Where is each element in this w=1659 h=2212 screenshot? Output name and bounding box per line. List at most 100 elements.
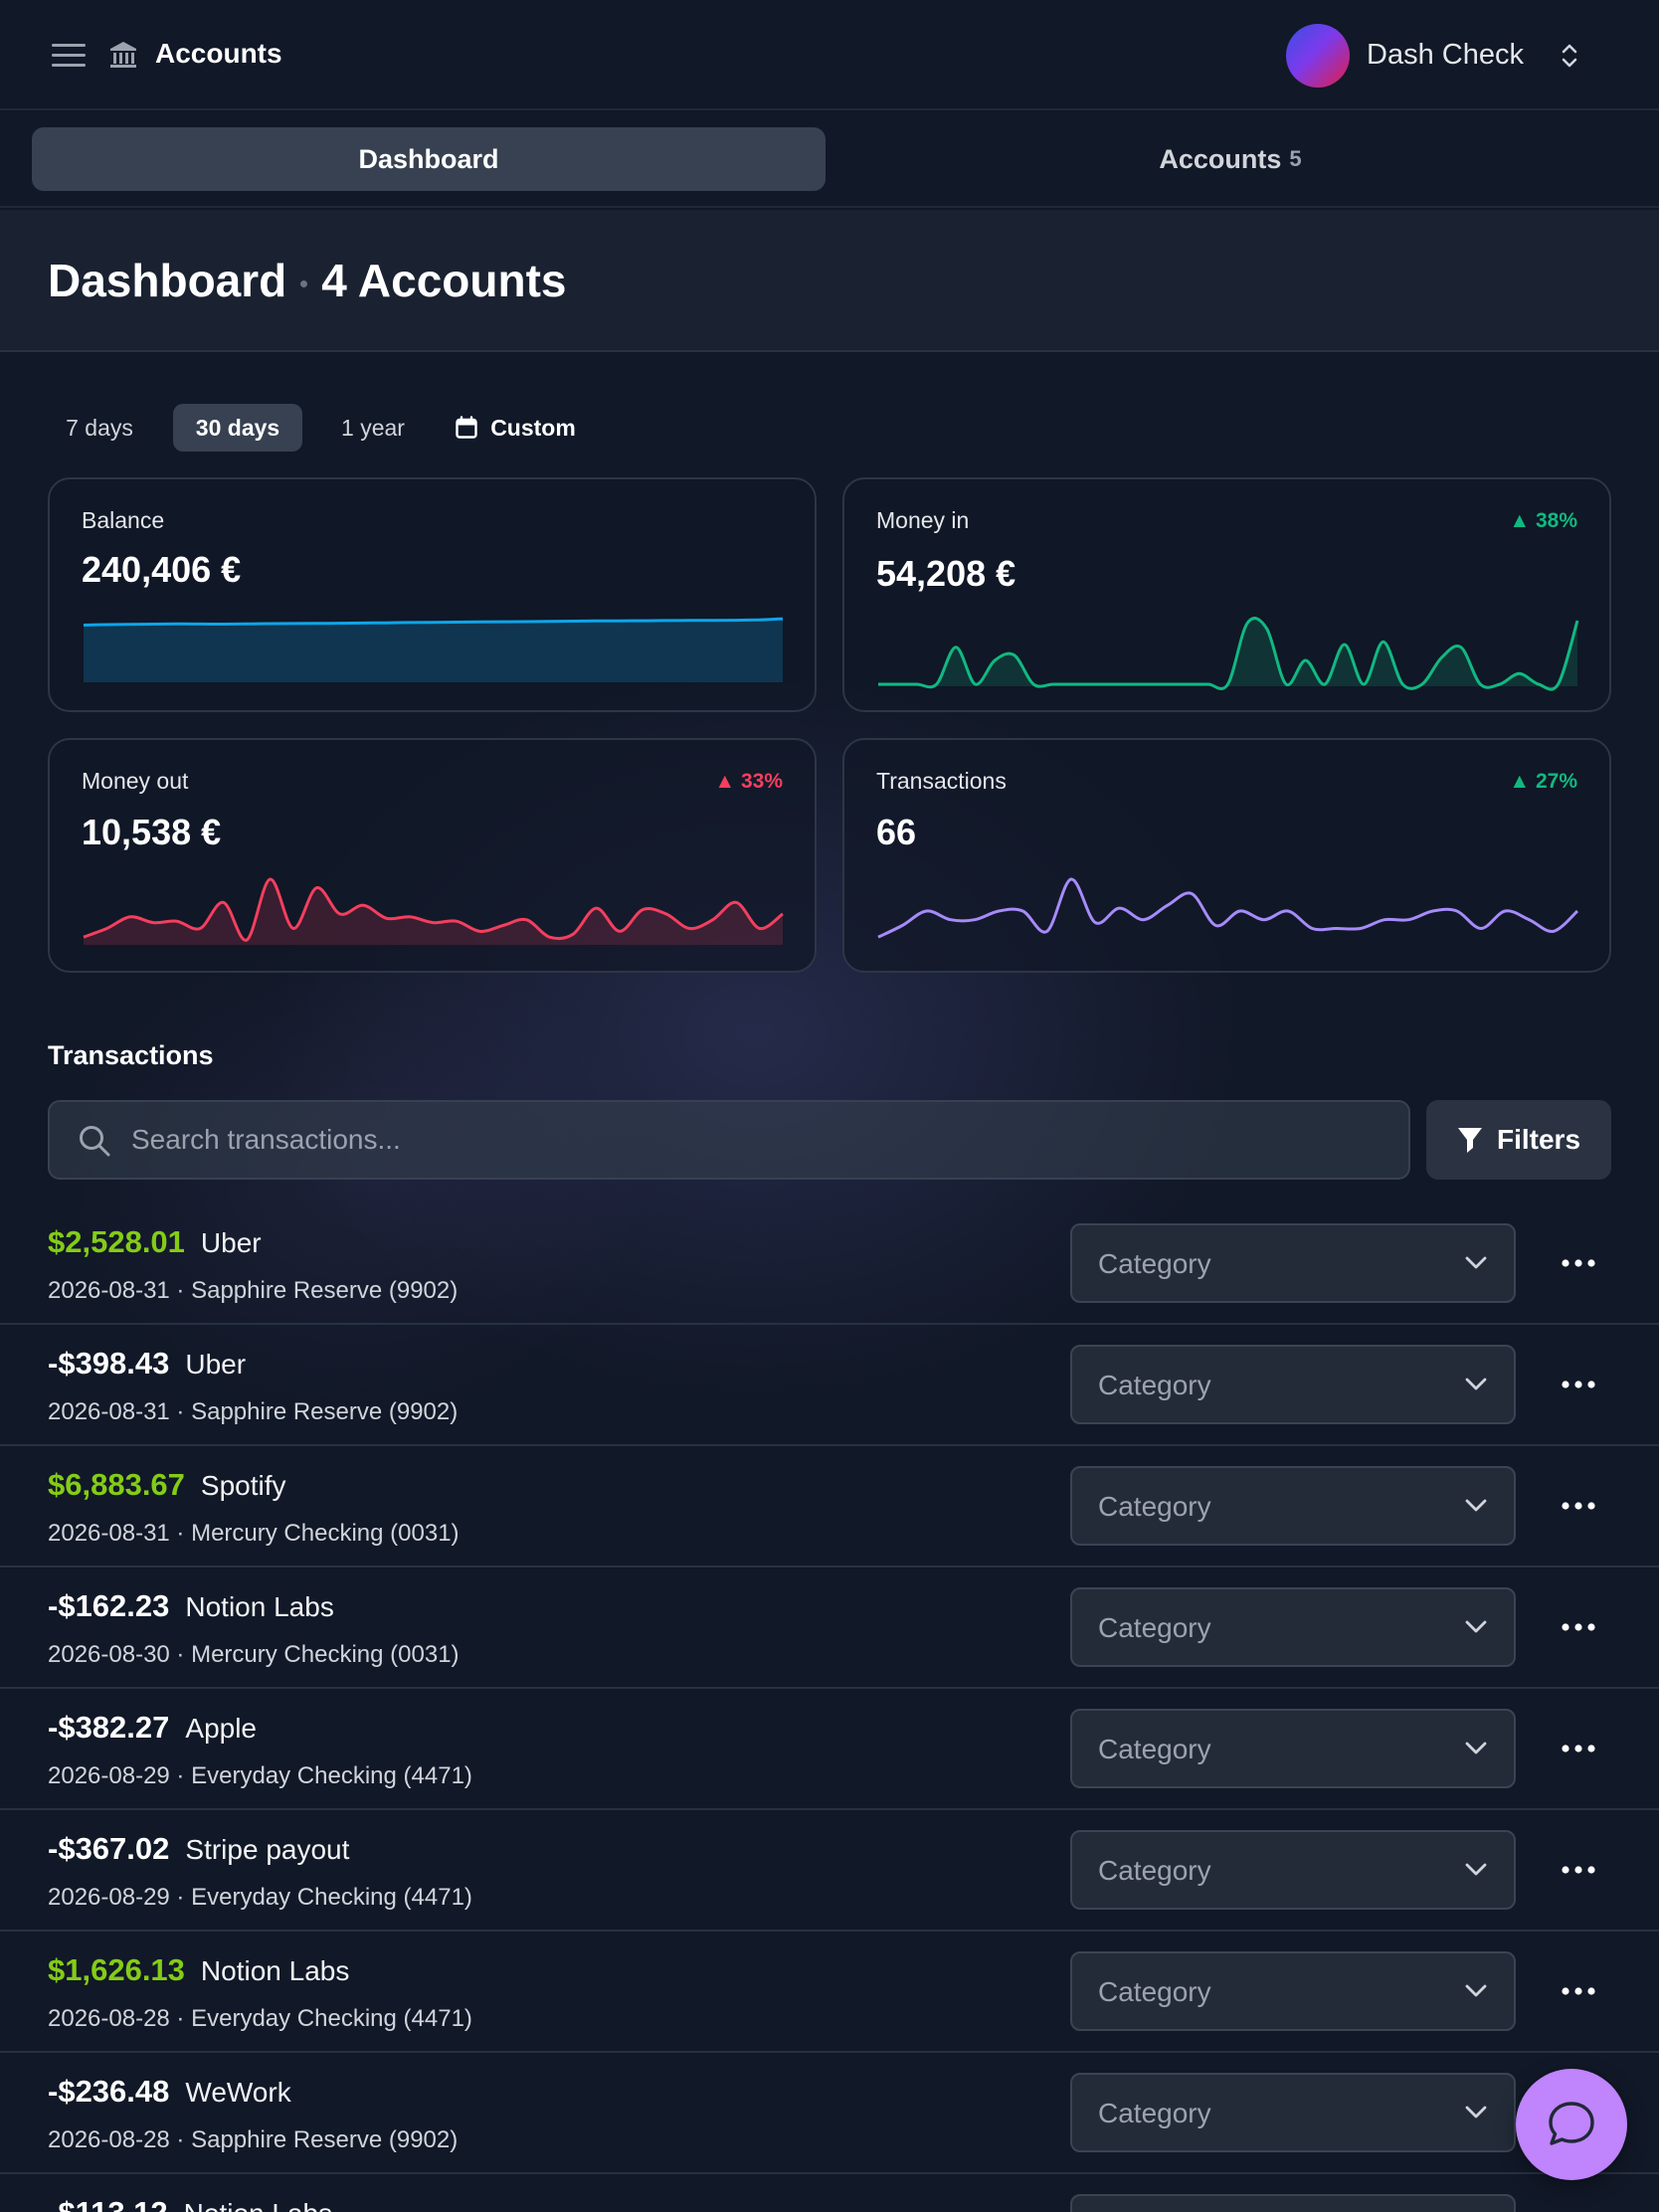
transaction-amount-line: -$113.12 Notion Labs <box>48 2195 332 2212</box>
delta-badge: ▲ 38% <box>1509 509 1577 532</box>
category-select[interactable]: Category <box>1070 1345 1516 1424</box>
more-options-icon[interactable] <box>1560 1249 1597 1277</box>
transaction-row[interactable]: -$162.23 Notion Labs 2026-08-30 · Mercury … <box>0 1567 1659 1689</box>
transaction-amount-line: $1,626.13 Notion Labs <box>48 1952 349 1988</box>
category-select-value: Category <box>1098 1976 1211 2007</box>
category-select[interactable]: Category <box>1070 1709 1516 1788</box>
delta-badge: ▲ 33% <box>714 770 783 793</box>
category-select[interactable]: Category <box>1070 1587 1516 1667</box>
tab-accounts-count: 5 <box>1289 146 1302 171</box>
tab-accounts[interactable]: Accounts 5 <box>833 127 1627 191</box>
transaction-amount-line: -$367.02 Stripe payout <box>48 1831 349 1867</box>
category-select[interactable]: Category <box>1070 2194 1516 2212</box>
more-options-icon[interactable] <box>1560 1856 1597 1884</box>
range-30-days[interactable]: 30 days <box>173 404 302 452</box>
transaction-merchant: WeWork <box>185 2077 291 2108</box>
chevron-down-icon <box>1465 1984 1487 1997</box>
transaction-merchant: Uber <box>185 1349 247 1380</box>
category-select[interactable]: Category <box>1070 1223 1516 1303</box>
avatar[interactable] <box>1286 24 1350 88</box>
category-select[interactable]: Category <box>1070 1830 1516 1910</box>
chat-bubble-icon <box>1549 2102 1594 2145</box>
category-select-value: Category <box>1098 1855 1211 1886</box>
tab-dashboard[interactable]: Dashboard <box>32 127 826 191</box>
transaction-row[interactable]: -$113.12 Notion Labs Category <box>0 2174 1659 2212</box>
page-title-accounts: 4 Accounts <box>321 255 567 306</box>
card-label: Balance <box>82 507 165 533</box>
category-select[interactable]: Category <box>1070 2073 1516 2152</box>
more-options-icon[interactable] <box>1560 1735 1597 1762</box>
range-1-year[interactable]: 1 year <box>341 414 405 441</box>
transaction-amount: -$367.02 <box>48 1831 170 1866</box>
transaction-amount-line: $2,528.01 Uber <box>48 1224 262 1260</box>
transaction-amount: -$113.12 <box>48 2195 168 2212</box>
sparkline-line <box>877 877 1579 939</box>
sparkline-area <box>84 878 783 945</box>
category-select-value: Category <box>1098 2098 1211 2128</box>
tab-dashboard-label: Dashboard <box>358 143 499 174</box>
more-options-icon[interactable] <box>1560 1492 1597 1520</box>
chevrons-up-down-icon[interactable] <box>1559 40 1580 72</box>
money-out-card[interactable]: Money out ▲ 33% 10,538 € <box>48 738 817 973</box>
money-out-sparkline <box>83 877 784 945</box>
search-icon <box>80 1126 110 1157</box>
transaction-amount-line: -$382.27 Apple <box>48 1710 257 1746</box>
transactions-card[interactable]: Transactions ▲ 27% 66 <box>842 738 1611 973</box>
category-select[interactable]: Category <box>1070 1466 1516 1546</box>
more-options-icon[interactable] <box>1560 1613 1597 1641</box>
transaction-merchant: Notion Labs <box>200 1955 350 1986</box>
transaction-merchant: Spotify <box>200 1470 286 1501</box>
transaction-amount-line: $6,883.67 Spotify <box>48 1467 286 1503</box>
transaction-row[interactable]: $2,528.01 Uber 2026-08-31 · Sapphire Reser… <box>0 1203 1659 1325</box>
search-input[interactable] <box>131 1102 1384 1178</box>
transaction-merchant: Uber <box>200 1227 262 1258</box>
chevron-down-icon <box>1465 1378 1487 1390</box>
category-select-value: Category <box>1098 1370 1211 1400</box>
money-in-card[interactable]: Money in ▲ 38% 54,208 € <box>842 477 1611 712</box>
transactions-sparkline <box>877 877 1579 939</box>
chevron-down-icon <box>1465 1256 1487 1269</box>
chevron-down-icon <box>1465 2106 1487 2119</box>
user-name[interactable]: Dash Check <box>1367 39 1524 71</box>
category-select-value: Category <box>1098 1612 1211 1643</box>
transaction-merchant: Notion Labs <box>185 1591 334 1622</box>
category-select-value: Category <box>1098 1734 1211 1764</box>
card-label: Money out <box>82 768 189 794</box>
category-select-value: Category <box>1098 1248 1211 1279</box>
tab-bar: Dashboard Accounts 5 <box>0 112 1659 208</box>
calendar-icon <box>456 416 477 439</box>
transaction-row[interactable]: $1,626.13 Notion Labs 2026-08-28 · Everyda… <box>0 1932 1659 2053</box>
transaction-row[interactable]: $6,883.67 Spotify 2026-08-31 · Mercury Che… <box>0 1446 1659 1567</box>
chat-button[interactable] <box>1516 2069 1627 2180</box>
transaction-amount: $1,626.13 <box>48 1952 185 1987</box>
sparkline-area <box>878 618 1577 690</box>
range-custom-label: Custom <box>490 414 576 441</box>
transaction-amount: -$382.27 <box>48 1710 170 1745</box>
range-custom[interactable]: Custom <box>446 404 585 452</box>
card-label: Transactions <box>876 768 1007 794</box>
filters-label: Filters <box>1496 1124 1581 1155</box>
filters-button[interactable]: Filters <box>1426 1100 1611 1180</box>
more-options-icon[interactable] <box>1560 1371 1597 1398</box>
money-in-sparkline <box>878 617 1579 691</box>
menu-icon[interactable] <box>52 42 86 70</box>
transaction-amount: -$398.43 <box>48 1346 170 1381</box>
transaction-row[interactable]: -$398.43 Uber 2026-08-31 · Sapphire Reserv… <box>0 1325 1659 1446</box>
category-select[interactable]: Category <box>1070 1951 1516 2031</box>
transaction-amount-line: -$162.23 Notion Labs <box>48 1588 334 1624</box>
title-separator-dot <box>300 280 308 288</box>
balance-card[interactable]: Balance 240,406 € <box>48 477 817 712</box>
more-options-icon[interactable] <box>1560 1977 1597 2005</box>
transaction-amount-line: -$236.48 WeWork <box>48 2074 291 2110</box>
card-label: Money in <box>876 507 970 533</box>
range-7-days[interactable]: 7 days <box>66 414 133 441</box>
funnel-icon <box>1457 1128 1482 1153</box>
transaction-row[interactable]: -$236.48 WeWork 2026-08-28 · Sapphire Rese… <box>0 2053 1659 2174</box>
transaction-row[interactable]: -$367.02 Stripe payout 2026-08-29 · Everyd… <box>0 1810 1659 1932</box>
transaction-amount-line: -$398.43 Uber <box>48 1346 246 1382</box>
chevron-down-icon <box>1465 1620 1487 1633</box>
sparkline-area <box>84 619 783 682</box>
transaction-meta: 2026-08-28 · Everyday Checking (4471) <box>48 2005 472 2032</box>
page-title-main: Dashboard <box>48 255 287 306</box>
transaction-row[interactable]: -$382.27 Apple 2026-08-29 · Everyday Check… <box>0 1689 1659 1810</box>
